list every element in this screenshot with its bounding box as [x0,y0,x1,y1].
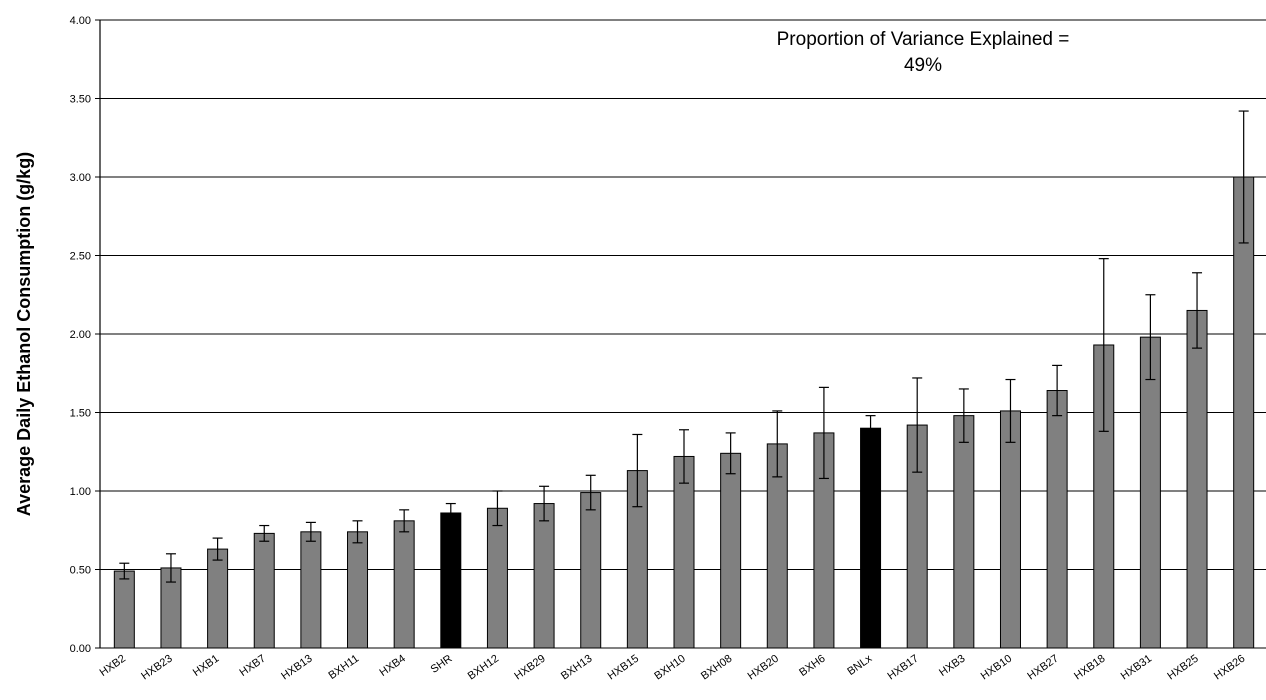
y-tick-label: 0.50 [70,565,91,577]
bar-bxh08 [720,452,742,649]
y-tick-label: 4.00 [70,15,91,27]
bar-bxh13 [580,492,602,649]
y-tick-label: 2.50 [70,251,91,263]
bar-hxb2 [113,570,135,649]
y-axis-label: Average Daily Ethanol Consumption (g/kg) [14,152,34,516]
x-tick-label: HXB2 [98,653,128,679]
bar-hxb29 [533,503,555,649]
x-tick-label: HXB3 [937,653,967,679]
x-tick-label: SHR [429,653,455,676]
bar-bxh11 [347,531,369,649]
bar-hxb27 [1046,390,1068,649]
y-tick-label: 2.00 [70,329,91,341]
x-tick-label: HXB29 [512,653,547,683]
bar-hxb7 [253,532,275,649]
x-tick-label: HXB25 [1165,653,1200,683]
y-tick-label: 3.50 [70,94,91,106]
bar-hxb26 [1233,176,1255,649]
bar-bxh12 [486,507,508,649]
y-tick-label: 1.00 [70,486,91,498]
x-tick-label: HXB31 [1119,653,1154,683]
x-tick-label: BXH11 [326,653,361,682]
y-tick-label: 3.00 [70,172,91,184]
x-tick-label: HXB7 [238,653,268,679]
x-tick-label: BXH13 [559,653,594,683]
x-tick-label: HXB17 [885,653,920,683]
error-bars [119,110,1249,583]
x-tick-label: HXB4 [377,653,407,679]
bar-bnlx [860,427,882,649]
bar-hxb10 [999,410,1021,649]
x-tick-label: BXH10 [652,653,687,683]
variance-annotation-line2: 49% [904,55,942,76]
bar-hxb31 [1139,336,1161,649]
x-tick-label: HXB15 [606,653,641,683]
x-tick-label: BXH08 [699,653,734,683]
x-tick-label: HXB27 [1025,653,1060,683]
x-tick-labels: HXB2 HXB23 HXB1 HXB7 HXB13 BXH11 HXB4 SHR BXH12 H… [98,652,1248,682]
variance-annotation-line1: Proportion of Variance Explained = [777,29,1070,50]
x-tick-label: HXB20 [746,653,781,683]
x-tick-label: HXB1 [191,653,221,679]
x-tick-label: HXB13 [279,653,314,683]
x-tick-label: HXB23 [139,653,174,683]
y-tick-label: 1.50 [70,408,91,420]
x-tick-label: HXB26 [1212,653,1247,683]
x-tick-label: HXB18 [1072,653,1107,683]
x-tick-label: BXH6 [797,653,827,679]
y-tick-labels: 0.00 0.50 1.00 1.50 2.00 2.50 3.00 3.50 4.00 [70,15,91,655]
bar-hxb13 [300,531,322,649]
x-tick-label: HXB10 [979,653,1014,683]
bar-shr [440,512,462,649]
bar-hxb4 [393,520,415,649]
bar-hxb1 [207,548,229,649]
bar-hxb3 [953,415,975,649]
y-tick-label: 0.00 [70,643,91,655]
x-tick-label: BXH12 [466,653,501,683]
bar-bxh10 [673,455,695,649]
x-tick-label: BNLx [845,652,874,678]
bar-hxb25 [1186,309,1208,649]
